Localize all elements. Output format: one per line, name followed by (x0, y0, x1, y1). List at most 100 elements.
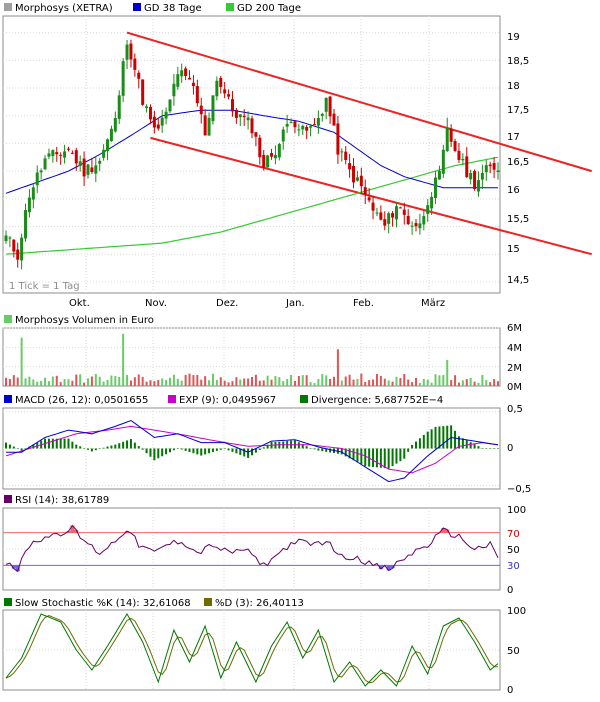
volume-bar (407, 379, 410, 386)
candle-body (35, 172, 39, 186)
volume-bar (438, 375, 441, 386)
volume-bar (110, 375, 113, 386)
candle-body (398, 207, 402, 209)
price-y-tick: 15,5 (507, 214, 529, 225)
candle-body (145, 106, 149, 108)
volume-bar (211, 373, 214, 386)
gd38-line (5, 109, 498, 194)
volume-bar (340, 380, 343, 386)
price-y-tick: 17,5 (507, 105, 529, 116)
price-panel: Morphosys (XETRA) GD 38 Tage GD 200 Tage… (2, 3, 592, 309)
stoch-grid (3, 610, 500, 690)
volume-bar (192, 375, 195, 386)
divergence-bar (79, 446, 82, 449)
candle-body (332, 113, 336, 126)
divergence-bar (442, 426, 445, 449)
divergence-bar (20, 448, 23, 451)
divergence-bar (266, 444, 269, 449)
volume-bar (399, 378, 402, 386)
volume-bar (87, 378, 89, 386)
volume-bar (5, 377, 7, 386)
candle-body (137, 72, 141, 79)
divergence-bar (239, 448, 242, 455)
divergence-bar (309, 448, 312, 449)
divergence-bar (176, 448, 179, 449)
divergence-bar (360, 448, 363, 465)
candle-body (453, 141, 457, 151)
candle-body (465, 156, 469, 178)
divergence-bar (161, 448, 164, 457)
divergence-bar (94, 448, 97, 451)
volume-bar (290, 374, 293, 386)
volume-bar (145, 381, 148, 386)
divergence-bar (461, 438, 464, 449)
trend-line-upper (126, 31, 592, 173)
volume-bar (153, 381, 156, 386)
volume-bar (465, 379, 468, 386)
volume-bar (493, 379, 496, 386)
divergence-bar (137, 446, 140, 449)
candle-body (340, 151, 344, 153)
candle-body (148, 106, 152, 120)
candle-body (109, 128, 113, 142)
macd-line (6, 419, 499, 483)
divergence-bar (145, 448, 148, 454)
x-tick-okt: Okt. (69, 298, 90, 309)
candle-body (24, 209, 28, 239)
stoch-plot-area (2, 609, 501, 691)
volume-bar (434, 374, 437, 386)
legend-rsi: RSI (14): 38,61789 (15, 495, 109, 506)
volume-bar (356, 378, 359, 386)
volume-bar (67, 379, 70, 386)
volume-bar (391, 381, 394, 386)
divergence-bar (83, 448, 86, 449)
divergence-bar (235, 448, 238, 454)
candle-body (43, 158, 47, 170)
volume-bar (32, 379, 35, 386)
volume-bar (176, 378, 179, 386)
volume-bar (368, 380, 371, 386)
candle-body (82, 158, 86, 177)
price-y-axis: 19 18,5 18 17,5 17 16,5 16 15,5 15 14,5 (507, 32, 529, 286)
candle-body (117, 95, 121, 119)
legend-swatch-volume (4, 315, 12, 323)
volume-bar (44, 377, 47, 386)
volume-bar (489, 382, 492, 386)
divergence-bar (196, 448, 199, 455)
volume-bar (243, 378, 246, 386)
volume-bar (219, 377, 222, 386)
legend-swatch-stoch-d (204, 598, 212, 606)
candle-body (238, 114, 242, 118)
volume-bar (122, 333, 125, 386)
divergence-bar (454, 430, 457, 449)
moving-averages (5, 109, 499, 255)
candle-body (426, 205, 430, 214)
volume-bar (71, 380, 74, 386)
volume-bar (169, 377, 171, 386)
divergence-bar (344, 448, 347, 457)
macd-panel: MACD (26, 12): 0,0501655 EXP (9): 0,0495… (2, 395, 531, 495)
tick-note: 1 Tick = 1 Tag (9, 281, 80, 292)
candle-body (199, 105, 203, 115)
volume-bar (149, 380, 152, 386)
divergence-bar (200, 448, 203, 456)
volume-y-tick: 4M (507, 343, 522, 354)
volume-bar (200, 379, 203, 386)
candle-body (422, 216, 426, 225)
candle-body (316, 117, 320, 126)
candle-body (86, 164, 90, 175)
divergence-bar (450, 425, 453, 449)
volume-bar (126, 374, 129, 386)
rsi-lines (3, 524, 500, 573)
volume-panel: Morphosys Volumen in Euro 6M 4M 2M 0M (2, 315, 522, 393)
stoch-d-line (5, 615, 499, 684)
divergence-bar (51, 438, 54, 449)
volume-bar (172, 374, 175, 386)
candle-body (78, 161, 82, 166)
divergence-bar (153, 448, 156, 461)
volume-bar (485, 380, 488, 386)
divergence-bar (8, 444, 11, 449)
divergence-bar (418, 438, 421, 449)
divergence-bar (165, 448, 168, 455)
volume-bar (254, 374, 257, 386)
